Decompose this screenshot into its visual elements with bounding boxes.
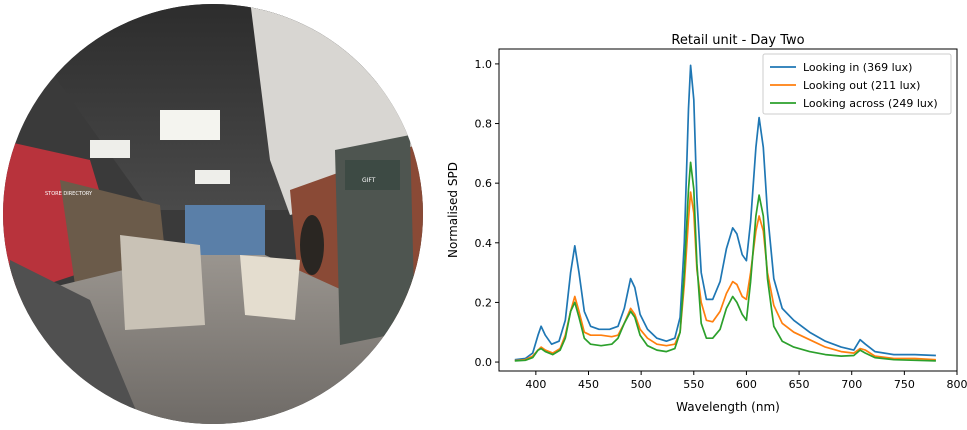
x-axis: 400 450 500 550 600 650 700 750 800	[525, 371, 967, 391]
legend-label-2: Looking across (249 lux)	[803, 97, 938, 110]
y-tick-label: 0.6	[475, 177, 493, 190]
y-tick-label: 0.0	[475, 356, 493, 369]
x-axis-label: Wavelength (nm)	[676, 400, 780, 414]
x-tick-label: 500	[631, 378, 652, 391]
legend: Looking in (369 lux) Looking out (211 lux…	[763, 54, 951, 114]
x-tick-label: 450	[578, 378, 599, 391]
x-tick-label: 700	[841, 378, 862, 391]
store-sign: STORE DIRECTORY	[45, 191, 93, 197]
y-tick-label: 0.2	[475, 296, 493, 309]
x-tick-label: 550	[683, 378, 704, 391]
x-tick-label: 800	[947, 378, 967, 391]
spd-chart-svg: Retail unit - Day Two 400 450 500 550 600 650…	[435, 0, 967, 426]
x-tick-label: 600	[736, 378, 757, 391]
y-axis-label: Normalised SPD	[446, 162, 460, 258]
y-tick-label: 0.4	[475, 237, 493, 250]
fisheye-photo: STORE DIRECTORY GIFT	[0, 0, 430, 426]
chart-title: Retail unit - Day Two	[671, 33, 804, 48]
x-tick-label: 400	[525, 378, 546, 391]
y-axis: 0.0 0.2 0.4 0.6 0.8 1.0	[475, 58, 500, 369]
x-tick-label: 650	[789, 378, 810, 391]
fisheye-photo-image: STORE DIRECTORY GIFT	[0, 0, 430, 426]
legend-label-1: Looking out (211 lux)	[803, 79, 920, 92]
spd-chart: Retail unit - Day Two 400 450 500 550 600 650…	[435, 0, 967, 426]
y-tick-label: 1.0	[475, 58, 493, 71]
x-tick-label: 750	[894, 378, 915, 391]
y-tick-label: 0.8	[475, 118, 493, 131]
legend-label-0: Looking in (369 lux)	[803, 61, 912, 74]
series-line-1	[515, 192, 936, 361]
gift-sign: GIFT	[362, 177, 376, 184]
